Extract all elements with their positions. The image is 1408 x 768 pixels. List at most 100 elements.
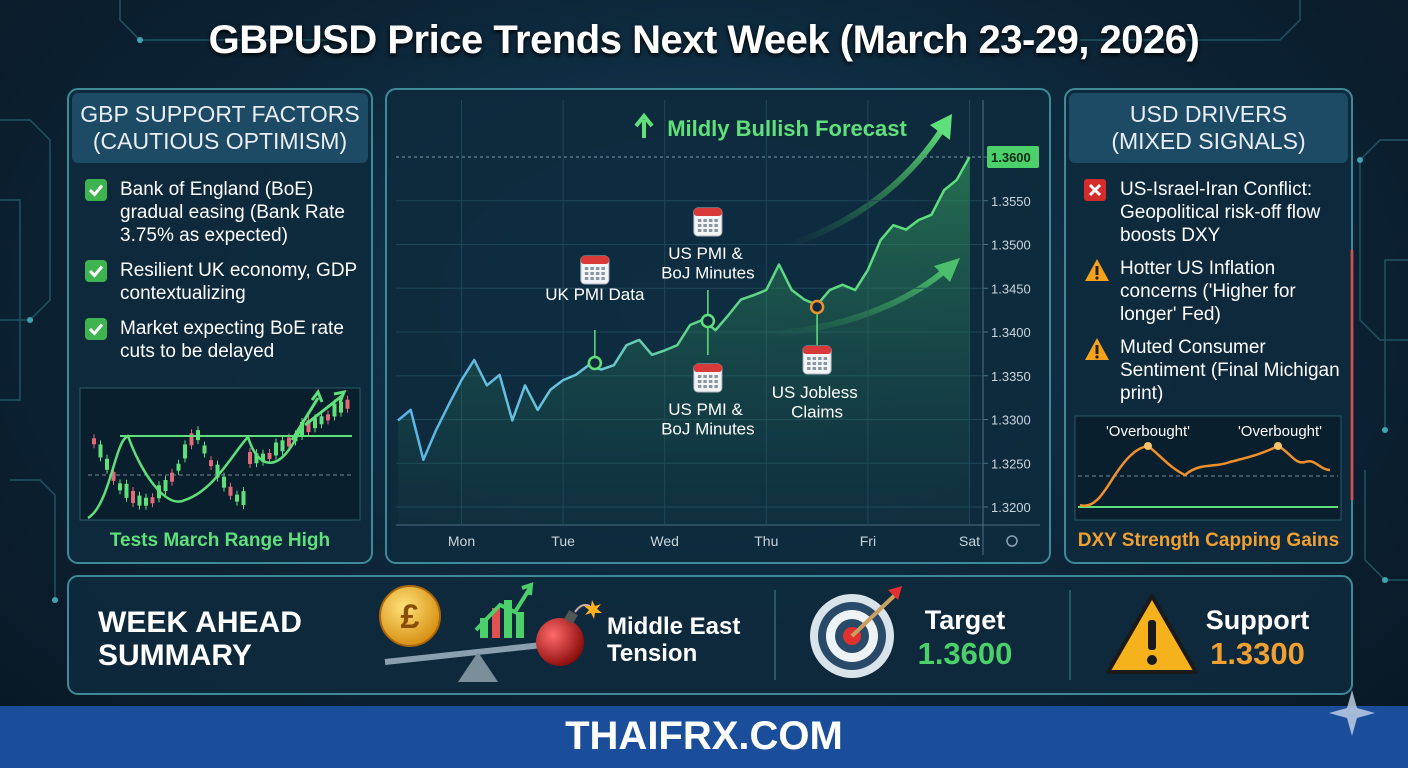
mini-candle [118,483,122,491]
gbp-items: Bank of England (BoE) gradual easing (Ba… [84,178,364,363]
y-tick-label: 1.3550 [991,194,1031,209]
forecast-arrowhead [930,114,952,140]
mini-candle [339,401,343,413]
event-label: US Jobless Claims [772,383,863,422]
summary-heading: WEEK AHEAD SUMMARY [98,606,302,672]
circuit-lines [0,0,1408,600]
header-line: USD DRIVERS [1129,101,1288,127]
gbp-header-band [72,93,368,163]
gbp-item: Market expecting BoE rate cuts to be del… [84,317,364,363]
calendar-cell [595,272,600,275]
calendar-cell [823,367,828,370]
mini-candle [189,433,194,446]
mini-candle [137,495,142,506]
calendar-cell [818,362,822,365]
calendar-cell [703,219,707,222]
y-tick-label: 1.3200 [991,500,1031,515]
y-tick-label: 1.3500 [991,238,1031,253]
usd-item: Hotter US Inflation concerns ('Higher fo… [1084,257,1346,326]
mini-candle [183,444,187,459]
mini-candle [150,497,155,504]
calendar-cell [590,267,594,270]
mini-candle [144,497,148,506]
calendar-cell [807,357,811,360]
mini-candle [222,476,226,488]
event-label: US PMI & BoJ Minutes [661,244,755,283]
event-label: US PMI & BoJ Minutes [661,400,755,439]
price-chart: 1.3200 1.3250 1.3300 1.3350 1.3400 1.3450 1.35… [396,100,1040,555]
x-tick-label: Wed [650,533,679,549]
mini-candle [254,453,259,464]
calendar-cell [812,357,817,360]
mini-candle [92,438,96,445]
support-label: Support [1205,605,1310,635]
mini-candle [124,483,129,498]
mini-candle [332,403,337,417]
calendar-cell [584,272,589,275]
mini-candle [261,453,265,462]
x-tick-label: Tue [551,533,575,549]
page-title: GBPUSD Price Trends Next Week (March 23-… [208,18,1200,62]
calendar-cell [697,219,702,222]
header-line: (MIXED SIGNALS) [1111,128,1306,154]
calendar-cell [807,362,811,365]
item-text: Market expecting BoE rate cuts to be del… [120,318,344,362]
mini-candle [98,444,103,458]
calendar-cell [703,385,707,388]
footer-brand: THAIFRX.COM [565,714,843,758]
mini-arrow [290,388,324,441]
calendar-cell [708,380,713,383]
item-text: Hotter US Inflation concerns ('Higher fo… [1120,258,1296,325]
calendar-cell [590,272,594,275]
svg-text:£: £ [401,598,420,636]
gbp-item: Bank of England (BoE) gradual easing (Ba… [84,178,364,247]
settings-icon [1006,535,1018,547]
mini-candle [170,472,174,482]
calendar-cell [584,277,589,280]
calendar-cell [708,224,713,227]
calendar-cell [708,385,713,388]
warning-icon [1106,594,1198,674]
calendar-cell [823,357,828,360]
x-icon [1084,179,1106,201]
dxy-peak [1144,442,1152,450]
calendar-cell [818,357,822,360]
event-label: UK PMI Data [545,285,645,304]
mini-candle [319,416,324,425]
usd-caption: DXY Strength Capping Gains [1077,530,1340,551]
circuit-dots [27,37,1388,603]
calendar-cell [823,362,828,365]
mini-chart-box [79,387,361,521]
forecast-arrow [788,123,948,248]
mini-candle [274,442,278,456]
mini-candle [228,486,233,496]
forecast-label: Mildly Bullish Forecast [667,116,907,141]
gbp-item: Resilient UK economy, GDP contextualizin… [84,259,364,305]
calendar-cell [812,362,817,365]
sparkle [1329,690,1375,736]
calendar-cell [595,267,600,270]
item-text: Muted Consumer Sentiment (Final Michigan… [1120,337,1340,404]
calendar-cell [697,229,702,232]
mini-candle [267,452,272,459]
mini-arrow [304,389,347,427]
calendar-cell [708,219,713,222]
mini-candle [105,458,109,470]
calendar-cell [590,277,594,280]
calendar-cell [818,367,822,370]
overbought-label: 'Overbought' [1106,423,1190,440]
x-tick-label: Thu [754,533,778,549]
calendar-cell [703,229,707,232]
mini-candle [313,418,317,429]
mini-candle [163,480,168,492]
check-icon [85,179,107,201]
y-tick-label: 1.3300 [991,413,1031,428]
calendar-cell [595,277,600,280]
gbp-header: GBP SUPPORT FACTORS (CAUTIOUS OPTIMISM) [72,101,368,155]
calendar-cell [714,224,718,227]
calendar-top [693,208,722,216]
event-dot [809,299,825,315]
y-tick-label: 1.3350 [991,369,1031,384]
calendar-cell [708,229,713,232]
cup-path [87,429,302,520]
